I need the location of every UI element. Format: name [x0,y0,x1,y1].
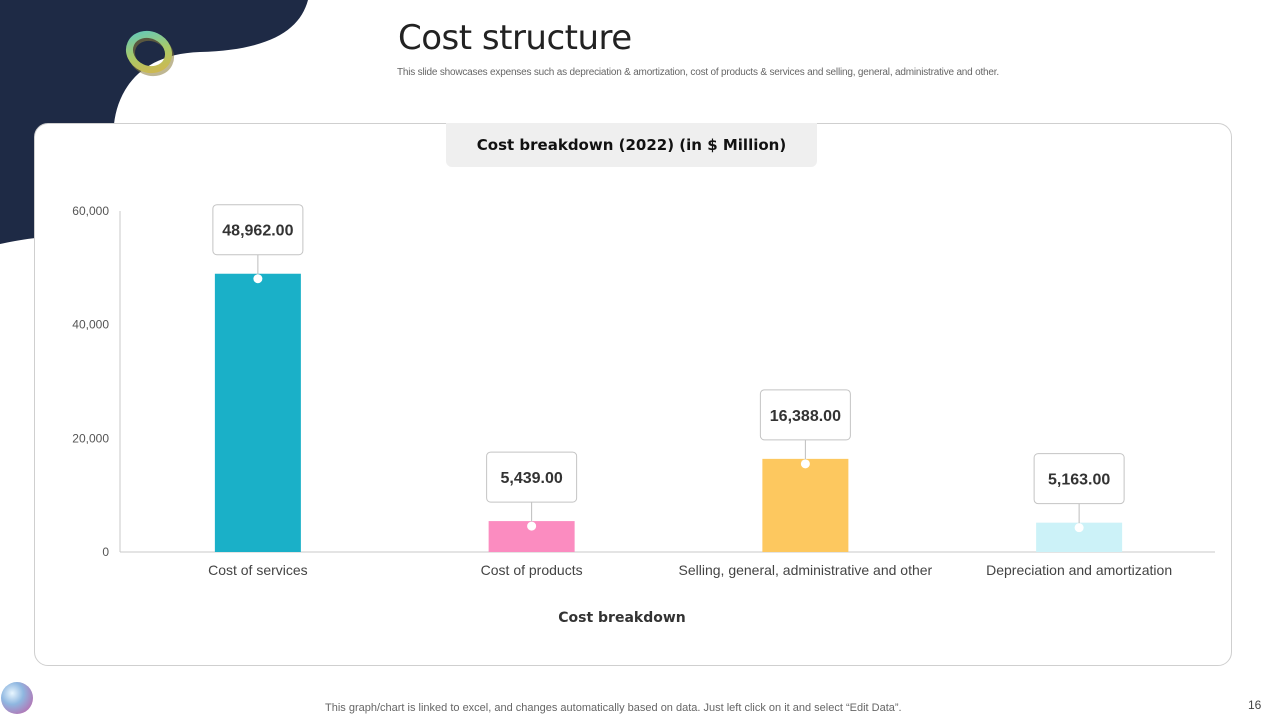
x-category-label: Cost of products [481,562,583,578]
data-label-box [212,204,304,256]
data-point-marker [527,521,537,531]
x-category-label: Depreciation and amortization [986,562,1172,578]
x-category-label: Cost of services [208,562,308,578]
y-tick-label: 0 [102,545,109,559]
x-category-label: Selling, general, administrative and oth… [679,562,933,578]
y-tick-label: 60,000 [72,204,109,218]
data-label: 5,439.00 [500,470,562,487]
bar-3 [762,458,849,552]
data-label-box [486,451,578,503]
bar-1 [214,273,301,552]
page-number: 16 [1248,698,1262,712]
slide-title: Cost structure [398,18,632,58]
chart-title-box: Cost breakdown (2022) (in $ Million) [446,123,817,167]
y-tick-label: 40,000 [72,318,109,332]
x-axis-title: Cost breakdown [558,610,686,626]
chart-title: Cost breakdown (2022) (in $ Million) [476,136,787,154]
footer-note: This graph/chart is linked to excel, and… [325,702,902,714]
data-point-marker [800,459,810,469]
data-label: 16,388.00 [770,408,841,425]
decorative-orb-icon [1,682,33,714]
data-label: 48,962.00 [222,223,293,240]
data-label: 5,163.00 [1048,472,1110,489]
data-point-marker [1074,523,1084,533]
data-point-marker [253,274,263,284]
logo-ring-icon [126,30,174,77]
slide-subtitle: This slide showcases expenses such as de… [397,67,999,78]
data-label-box [1033,453,1125,505]
y-tick-label: 20,000 [72,431,109,445]
data-label-box [759,389,851,441]
